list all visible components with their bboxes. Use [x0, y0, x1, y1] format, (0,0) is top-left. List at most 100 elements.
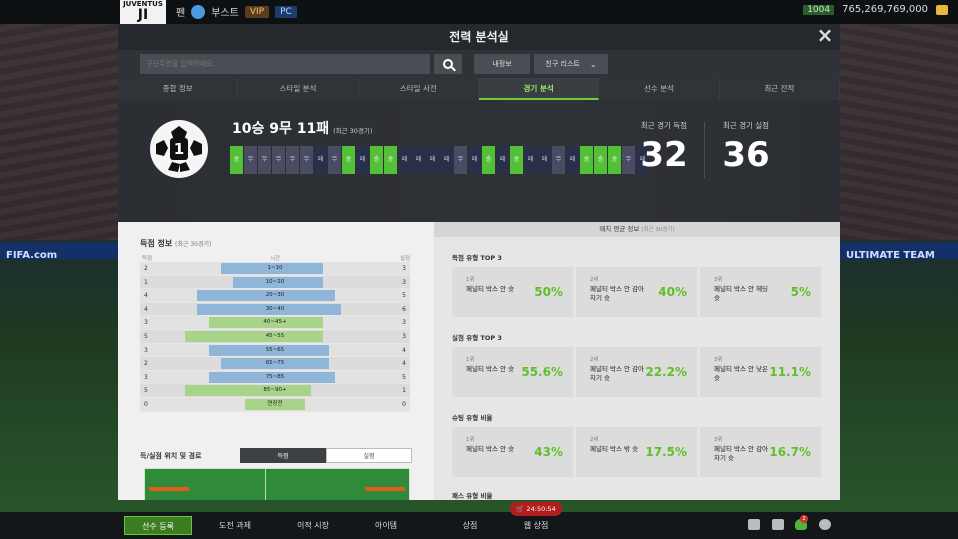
conceded-count: 3 [402, 332, 406, 340]
type-card: 1위 페널티 박스 안 슛 55.6% [452, 347, 573, 397]
conceded-count: 4 [402, 360, 406, 368]
time-label: 65~75 [265, 360, 285, 367]
stat-divider [704, 122, 705, 178]
goal-bar [197, 303, 275, 315]
notes-icon[interactable] [772, 519, 784, 530]
analysis-modal: 전력 분석실 × 내정보 친구 리스트 ⌄ 종합 정보 스타일 분석 스타일 사… [118, 24, 840, 500]
goal-count: 1 [144, 278, 148, 286]
type-percent: 11.1% [769, 365, 811, 379]
top-bar: JUVENTUS JI 펜 부스트 VIP PC 1004 765,269,76… [0, 0, 958, 24]
toggle-goal[interactable]: 득점 [240, 448, 326, 463]
goal-count: 0 [144, 400, 148, 408]
time-row: 3 4 55~65 [140, 343, 410, 358]
conceded-count: 4 [402, 346, 406, 354]
goal-count: 3 [144, 373, 148, 381]
boost-label[interactable]: 부스트 [211, 8, 239, 19]
shop-timer: 🛒 24:50:54 [510, 502, 562, 516]
result-19: 패 [496, 146, 509, 174]
rank-label: 1위 [466, 437, 475, 443]
club-logo[interactable]: JUVENTUS JI [120, 0, 166, 24]
type-name: 페널티 박스 안 감아차기 슛 [714, 445, 769, 462]
tab-style-dictionary[interactable]: 스타일 사전 [359, 78, 479, 100]
type-percent: 50% [534, 285, 563, 299]
result-26: 승 [594, 146, 607, 174]
type-card: 3위 페널티 박스 안 낮은 슛 11.1% [700, 347, 821, 397]
modal-title: 전력 분석실 [449, 30, 509, 44]
nav-challenges[interactable]: 도전 과제 [219, 521, 251, 530]
result-6: 패 [314, 146, 327, 174]
friends-icon[interactable] [795, 519, 807, 530]
type-name: 페널티 박스 안 감아차기 슛 [590, 365, 645, 382]
record-summary: 10승 9무 11패 (최근 30경기) [232, 121, 373, 137]
recent-goals: 최근 경기 득점 32 [640, 121, 688, 175]
result-18: 승 [482, 146, 495, 174]
nav-web-shop[interactable]: 웹 상점 [523, 521, 549, 530]
friends-badge: 2 [800, 515, 808, 523]
result-22: 패 [538, 146, 551, 174]
goal-count: 2 [144, 265, 148, 272]
close-icon[interactable]: × [816, 24, 834, 47]
goal-info-panel: 득점 정보 (최근 30경기) 득점 시간 실점 2 3 1~10 1 3 10~20 4 5… [118, 222, 434, 500]
search-input[interactable] [140, 54, 430, 74]
conceded-count: 5 [402, 292, 406, 300]
type-name: 페널티 박스 안 슛 [466, 445, 515, 453]
tab-overview[interactable]: 종합 정보 [118, 78, 239, 100]
vip-badge: VIP [244, 5, 270, 18]
goal-count: 3 [144, 319, 148, 327]
type-card: 2위 페널티 박스 밖 슛 17.5% [576, 427, 697, 477]
time-row: 2 4 65~75 [140, 357, 410, 371]
conceded-bar [275, 303, 341, 315]
type-name: 페널티 박스 안 슛 [466, 365, 515, 373]
mail-icon[interactable] [748, 519, 760, 530]
tab-match-analysis[interactable]: 경기 분석 [478, 78, 600, 100]
goal-count: 5 [144, 387, 148, 395]
section-title: 실점 유형 TOP 3 [452, 334, 502, 342]
search-icon [443, 59, 453, 69]
conceded-bar [275, 344, 329, 356]
time-label: 45~55 [265, 332, 285, 339]
toggle-conceded[interactable]: 실점 [326, 448, 412, 463]
result-0: 승 [230, 146, 243, 174]
nav-shop[interactable]: 상점 [462, 521, 478, 530]
type-card: 3위 페널티 박스 안 감아차기 슛 16.7% [700, 427, 821, 477]
goal-count: 4 [144, 292, 148, 300]
tab-recent-record[interactable]: 최근 전적 [720, 78, 840, 100]
modal-header: 전력 분석실 × [118, 24, 840, 50]
nav-player-register[interactable]: 선수 등록 [124, 516, 192, 535]
type-cards: 1위 페널티 박스 안 슛 43% 2위 페널티 박스 밖 슛 17.5% 3위 페널티 박스… [452, 427, 821, 477]
friend-list-dropdown[interactable]: 친구 리스트 ⌄ [534, 54, 608, 74]
conceded-bar [275, 385, 311, 397]
fan-icon[interactable] [191, 4, 206, 19]
time-row: 5 1 85~90+ [140, 384, 410, 398]
pitch-map [144, 468, 410, 500]
time-label: 1~10 [267, 265, 283, 271]
path-arrow-right [365, 487, 405, 491]
search-button[interactable] [434, 54, 462, 74]
my-info-button[interactable]: 내정보 [474, 54, 530, 74]
result-13: 패 [412, 146, 425, 174]
tab-style-analysis[interactable]: 스타일 분석 [238, 78, 359, 100]
time-row: 2 3 1~10 [140, 262, 410, 276]
time-label: 40~45+ [263, 319, 287, 326]
nav-items[interactable]: 아이템 [374, 521, 398, 530]
type-name: 페널티 박스 안 낮은 슛 [714, 365, 769, 382]
result-28: 무 [622, 146, 635, 174]
type-card: 1위 페널티 박스 안 슛 43% [452, 427, 573, 477]
type-percent: 22.2% [645, 365, 687, 379]
time-chart: 2 3 1~10 1 3 10~20 4 5 20~30 4 6 30~40 3 3 40~45+ 5 3 45~… [140, 262, 410, 412]
result-15: 패 [440, 146, 453, 174]
type-percent: 40% [658, 285, 687, 299]
tabs: 종합 정보 스타일 분석 스타일 사전 경기 분석 선수 분석 최근 전적 [118, 78, 840, 100]
type-percent: 17.5% [645, 445, 687, 459]
nav-transfer-market[interactable]: 이적 시장 [297, 521, 329, 530]
time-label: 85~90+ [263, 387, 287, 394]
goal-count: 5 [144, 332, 148, 340]
detail-panels: 득점 정보 (최근 30경기) 득점 시간 실점 2 3 1~10 1 3 10~20 4 5… [118, 222, 840, 500]
tab-player-analysis[interactable]: 선수 분석 [599, 78, 720, 100]
type-percent: 5% [790, 285, 811, 299]
rank-label: 1위 [466, 277, 475, 283]
gear-icon[interactable] [819, 519, 831, 530]
search-row: 내정보 친구 리스트 ⌄ [118, 50, 840, 78]
